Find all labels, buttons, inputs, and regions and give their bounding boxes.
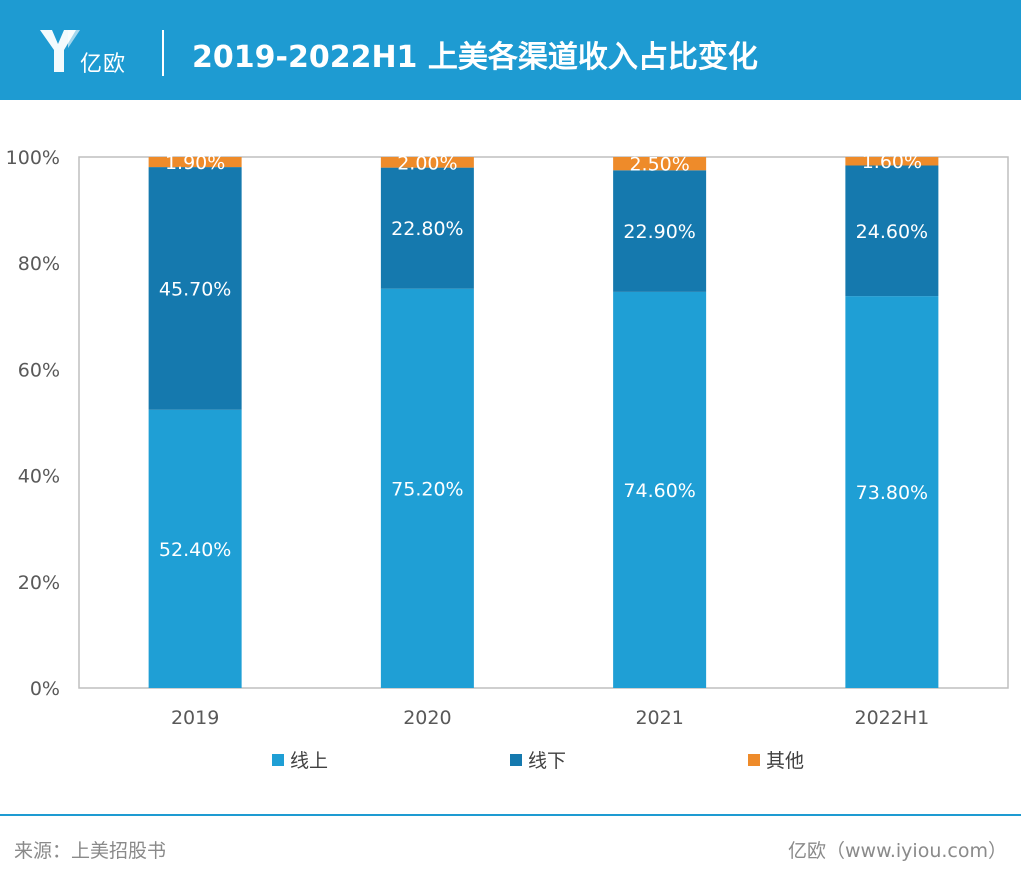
bar-segment <box>613 291 707 688</box>
legend-label: 线上 <box>290 750 328 772</box>
bar-segment <box>148 157 242 168</box>
data-label: 45.70% <box>159 278 231 300</box>
data-label: 22.90% <box>623 221 695 243</box>
y-tick-label: 100% <box>6 147 60 169</box>
header-divider <box>162 30 164 76</box>
x-tick-label: 2019 <box>171 707 219 729</box>
data-label: 24.60% <box>856 221 928 243</box>
bar-segment <box>845 296 939 688</box>
x-tick-label: 2020 <box>403 707 451 729</box>
legend-swatch <box>272 754 284 766</box>
data-label: 74.60% <box>623 480 695 502</box>
bar-segment <box>613 157 707 171</box>
bar-segment <box>845 157 939 166</box>
bar-segment <box>845 165 939 297</box>
bar-segment <box>613 170 707 292</box>
bar-segment <box>380 167 474 289</box>
y-tick-label: 40% <box>18 466 60 488</box>
yiou-logo-icon <box>40 30 80 72</box>
data-label: 2.00% <box>397 152 457 174</box>
y-tick-label: 60% <box>18 359 60 381</box>
chart-title: 2019-2022H1 上美各渠道收入占比变化 <box>192 40 758 75</box>
brand-name: 亿欧 <box>80 52 127 77</box>
header-bar: 亿欧 2019-2022H1 上美各渠道收入占比变化 <box>0 0 1021 100</box>
legend-swatch <box>748 754 760 766</box>
y-tick-label: 0% <box>30 678 60 700</box>
stacked-bar-chart: 0% 20% 40% 60% 80% 100% 52.40% 45.70% 1.90% 2019 7… <box>6 147 1009 772</box>
bar-segment <box>380 288 474 688</box>
data-label: 73.80% <box>856 482 928 504</box>
x-tick-label: 2021 <box>635 707 683 729</box>
legend-swatch <box>510 754 522 766</box>
bar-segment <box>148 409 242 688</box>
data-label: 2.50% <box>629 154 689 176</box>
data-label: 52.40% <box>159 539 231 561</box>
plot-frame <box>78 156 1009 689</box>
legend-label: 线下 <box>528 750 566 772</box>
legend-label: 其他 <box>766 750 804 772</box>
bar-segment <box>380 157 474 168</box>
data-label: 1.60% <box>862 151 922 173</box>
credit-note: 亿欧（www.iyiou.com） <box>787 840 1007 862</box>
y-tick-label: 20% <box>18 572 60 594</box>
data-label: 1.90% <box>165 152 225 174</box>
footer-divider <box>0 814 1021 816</box>
y-tick-label: 80% <box>18 253 60 275</box>
bar-segment <box>148 167 242 410</box>
data-label: 75.20% <box>391 478 463 500</box>
source-note: 来源：上美招股书 <box>14 840 167 862</box>
x-tick-label: 2022H1 <box>855 707 930 729</box>
data-label: 22.80% <box>391 218 463 240</box>
